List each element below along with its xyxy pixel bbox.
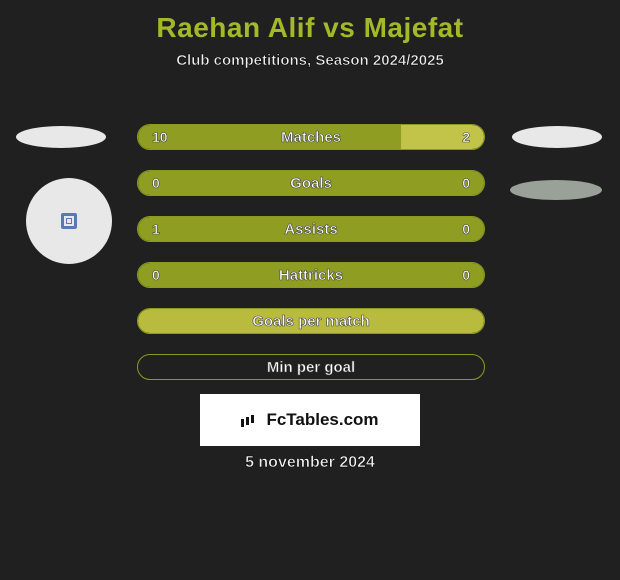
bar-value-right: 0 bbox=[462, 267, 470, 283]
bar-value-left: 0 bbox=[152, 267, 160, 283]
bar-fill-right bbox=[401, 125, 484, 149]
right-player-badge-ellipse bbox=[512, 126, 602, 148]
bar-value-right: 2 bbox=[462, 129, 470, 145]
bar-value-left: 10 bbox=[152, 129, 168, 145]
bar-fill-left bbox=[138, 125, 401, 149]
bar-label: Goals per match bbox=[252, 313, 370, 330]
bar-value-left: 1 bbox=[152, 221, 160, 237]
bar-value-right: 0 bbox=[462, 175, 470, 191]
page-title: Raehan Alif vs Majefat bbox=[0, 0, 620, 44]
stat-bar: 10 Matches 2 bbox=[137, 124, 485, 150]
bar-label: Assists bbox=[284, 221, 337, 238]
stat-bar: Min per goal bbox=[137, 354, 485, 380]
bar-label: Hattricks bbox=[279, 267, 343, 284]
stat-bars-container: 10 Matches 2 0 Goals 0 1 Assists 0 0 Hattricks 0 Goa… bbox=[137, 124, 485, 400]
stat-bar: Goals per match bbox=[137, 308, 485, 334]
logo-text: FcTables.com bbox=[266, 410, 378, 430]
generated-date: 5 november 2024 bbox=[0, 454, 620, 472]
stat-bar: 1 Assists 0 bbox=[137, 216, 485, 242]
stat-bar: 0 Goals 0 bbox=[137, 170, 485, 196]
placeholder-icon bbox=[61, 213, 77, 229]
bar-label: Matches bbox=[281, 129, 341, 146]
stat-bar: 0 Hattricks 0 bbox=[137, 262, 485, 288]
left-player-badge-ellipse bbox=[16, 126, 106, 148]
left-player-avatar bbox=[26, 178, 112, 264]
bar-value-right: 0 bbox=[462, 221, 470, 237]
bar-label: Goals bbox=[290, 175, 332, 192]
fctables-logo-icon bbox=[241, 413, 259, 427]
right-player-secondary-ellipse bbox=[510, 180, 602, 200]
bar-label: Min per goal bbox=[267, 359, 355, 376]
bar-value-left: 0 bbox=[152, 175, 160, 191]
page-subtitle: Club competitions, Season 2024/2025 bbox=[0, 52, 620, 69]
logo-box: FcTables.com bbox=[200, 394, 420, 446]
